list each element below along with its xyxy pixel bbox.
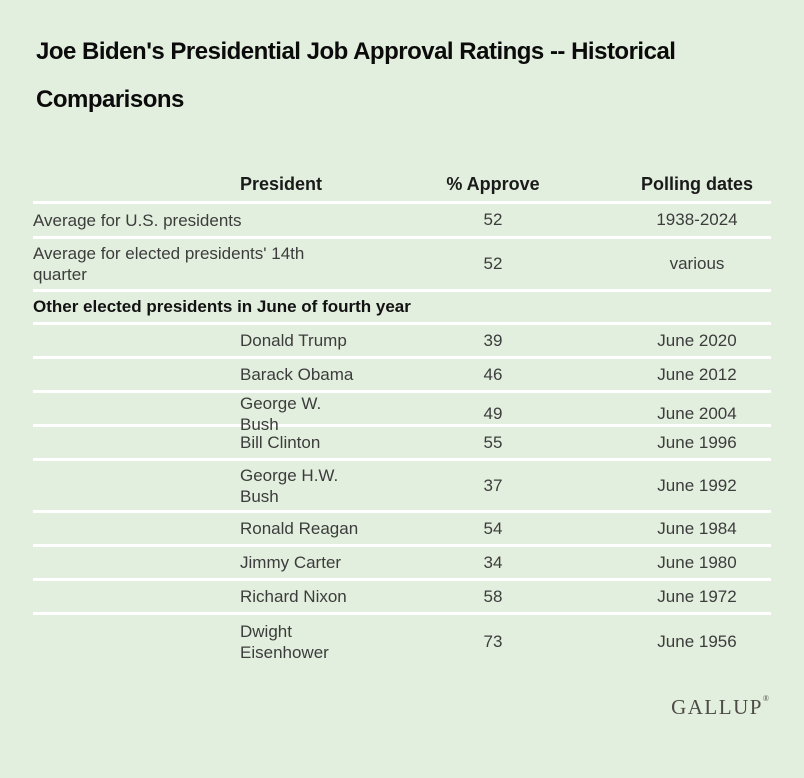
approve-value: 52 bbox=[483, 210, 503, 229]
president-name: Donald Trump bbox=[240, 331, 347, 350]
approve-value: 55 bbox=[483, 432, 503, 452]
section-header: Other elected presidents in June of four… bbox=[33, 292, 771, 325]
table-row-average-us-presidents: Average for U.S. presidents 52 1938-2024 bbox=[33, 204, 771, 239]
row-label: Average for elected presidents' 14th qua… bbox=[33, 244, 305, 284]
president-name: Bill Clinton bbox=[240, 433, 321, 452]
approve-value: 54 bbox=[483, 518, 503, 538]
approve-value: 73 bbox=[483, 631, 503, 651]
polling-date: June 2004 bbox=[657, 404, 737, 423]
president-name: Ronald Reagan bbox=[240, 519, 359, 538]
approve-value: 34 bbox=[483, 552, 503, 572]
polling-date: various bbox=[669, 254, 725, 273]
approve-value: 52 bbox=[483, 254, 503, 273]
table-row: George H.W. Bush 37 June 1992 bbox=[33, 461, 771, 513]
polling-date: June 1956 bbox=[657, 631, 737, 651]
table-row: Bill Clinton 55 June 1996 bbox=[33, 427, 771, 461]
table-header-row: President % Approve Polling dates bbox=[33, 168, 771, 204]
president-rows: Donald Trump 39 June 2020 Barack Obama 4… bbox=[33, 325, 771, 668]
gallup-table-graphic: Joe Biden's Presidential Job Approval Ra… bbox=[0, 28, 804, 720]
row-label: Average for U.S. presidents bbox=[33, 210, 242, 230]
polling-date: June 2020 bbox=[657, 330, 737, 350]
president-name: Jimmy Carter bbox=[240, 553, 342, 572]
table-row: Barack Obama 46 June 2012 bbox=[33, 359, 771, 393]
column-header-approve: % Approve bbox=[446, 174, 540, 194]
table-row: Richard Nixon 58 June 1972 bbox=[33, 581, 771, 615]
registered-trademark-icon: ® bbox=[762, 694, 769, 703]
polling-date: June 1996 bbox=[657, 432, 737, 452]
table-row: Dwight Eisenhower 73 June 1956 bbox=[33, 615, 771, 668]
president-name: Barack Obama bbox=[240, 365, 354, 384]
table-row: Ronald Reagan 54 June 1984 bbox=[33, 513, 771, 547]
polling-date: June 1992 bbox=[657, 475, 737, 495]
column-header-president: President bbox=[240, 174, 323, 194]
table-row-average-elected-14th-quarter: Average for elected presidents' 14th qua… bbox=[33, 239, 771, 292]
gallup-logo: GALLUP® bbox=[0, 695, 769, 720]
table-row: Jimmy Carter 34 June 1980 bbox=[33, 547, 771, 581]
table-row: George W. Bush 49 June 2004 bbox=[33, 393, 771, 434]
polling-date: June 1984 bbox=[657, 518, 737, 538]
polling-date: June 1972 bbox=[657, 586, 737, 606]
president-name: George H.W. Bush bbox=[240, 465, 339, 506]
approval-comparison-table: President % Approve Polling dates Averag… bbox=[33, 168, 771, 668]
approve-value: 37 bbox=[483, 475, 503, 495]
approve-value: 49 bbox=[483, 404, 503, 423]
approve-value: 58 bbox=[483, 586, 503, 606]
polling-date: 1938-2024 bbox=[656, 210, 738, 229]
page-title: Joe Biden's Presidential Job Approval Ra… bbox=[36, 38, 676, 113]
column-header-polling-dates: Polling dates bbox=[640, 174, 754, 194]
president-name: Dwight Eisenhower bbox=[240, 621, 329, 662]
approve-value: 39 bbox=[483, 330, 503, 350]
table-row: Donald Trump 39 June 2020 bbox=[33, 325, 771, 359]
polling-date: June 2012 bbox=[657, 364, 737, 384]
president-name: Richard Nixon bbox=[240, 587, 347, 606]
polling-date: June 1980 bbox=[657, 552, 737, 572]
gallup-logo-text: GALLUP bbox=[671, 695, 763, 719]
president-name: George W. Bush bbox=[240, 394, 322, 434]
approve-value: 46 bbox=[483, 364, 503, 384]
